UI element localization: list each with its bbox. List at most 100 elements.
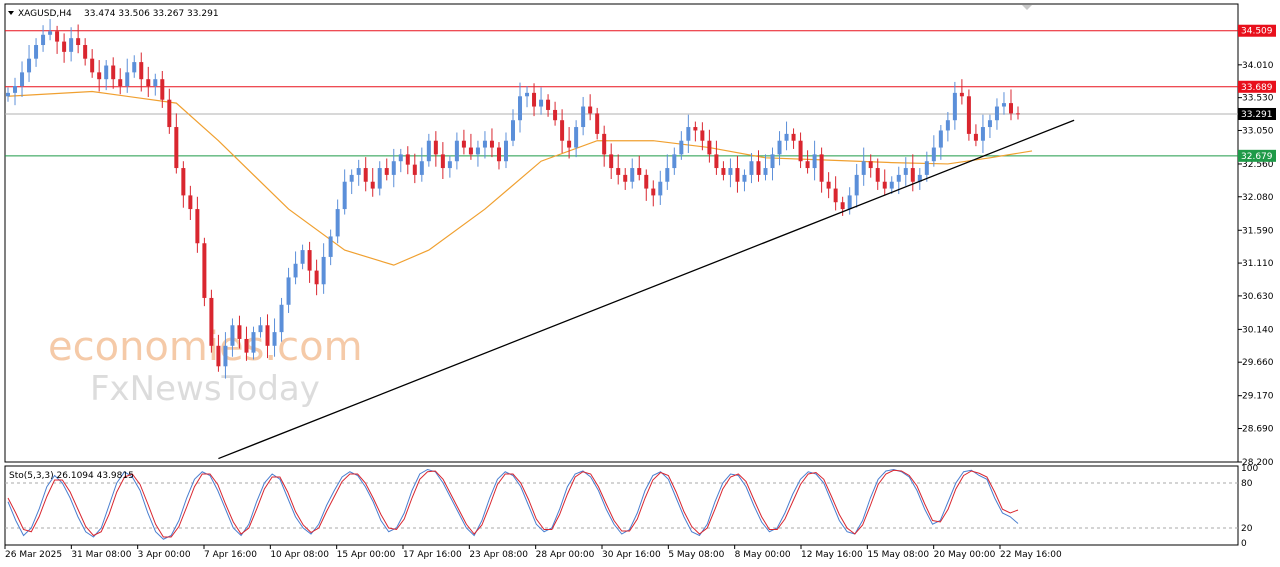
candle-body: [223, 345, 228, 367]
candle-body: [489, 140, 494, 148]
candle-body: [69, 38, 74, 52]
stochastic-label: Sto(5,3,3) 26.1094 43.9815: [9, 471, 134, 481]
candle-body: [251, 332, 256, 353]
candle-body: [433, 140, 438, 155]
price-level-label: 33.291: [1241, 110, 1273, 120]
stochastic-signal-line: [7, 469, 1019, 538]
candle-body: [475, 147, 480, 155]
price-tick-label: 29.660: [1242, 358, 1274, 368]
candle-body: [20, 72, 25, 87]
time-tick-label: 12 May 16:00: [801, 550, 863, 560]
price-tick-label: 34.010: [1242, 61, 1274, 71]
price-tick-label: 33.050: [1242, 126, 1274, 136]
time-tick-label: 8 May 00:00: [735, 550, 791, 560]
candle-body: [742, 174, 747, 182]
price-tick-label: 32.560: [1242, 160, 1274, 170]
candle-body: [300, 250, 305, 264]
moving-average: [7, 90, 1033, 266]
candle-body: [910, 168, 915, 182]
candle-body: [237, 325, 242, 339]
stochastic-tick-label: 0: [1241, 539, 1247, 549]
candle-body: [749, 161, 754, 175]
candle-body: [693, 127, 698, 131]
candle-body: [784, 133, 789, 141]
candle-body: [980, 127, 985, 141]
candle-body: [195, 209, 200, 244]
candle-body: [959, 92, 964, 97]
candle-body: [468, 147, 473, 155]
candle-body: [861, 161, 866, 175]
candle-body: [342, 181, 347, 210]
candle-body: [840, 202, 845, 210]
candle-body: [721, 168, 726, 175]
candle-body: [160, 79, 165, 100]
candle-body: [216, 345, 221, 367]
candle-body: [672, 154, 677, 169]
candle-body: [447, 161, 452, 169]
price-tick-label: 33.530: [1242, 94, 1274, 104]
time-tick-label: 28 Apr 00:00: [536, 550, 595, 560]
candle-body: [391, 161, 396, 175]
candle-body: [826, 181, 831, 189]
candle-body: [560, 120, 565, 141]
candle-body: [581, 106, 586, 128]
candle-body: [454, 140, 459, 162]
candle-body: [700, 130, 705, 141]
candle-body: [272, 332, 277, 346]
candle-body: [805, 161, 810, 169]
candle-body: [111, 65, 116, 80]
candle-body: [707, 140, 712, 155]
candle-body: [567, 140, 572, 148]
price-tick-label: 30.630: [1242, 292, 1274, 302]
price-tick-label: 28.690: [1242, 425, 1274, 435]
candle-body: [1016, 113, 1020, 115]
candle-body: [279, 304, 284, 333]
candle-body: [181, 168, 186, 196]
candle-body: [812, 154, 817, 169]
candle-body: [118, 79, 123, 87]
watermark-economies-logo: economies.com: [48, 324, 363, 370]
candle-body: [363, 168, 368, 182]
candle-body: [868, 161, 873, 169]
candle-body: [62, 41, 67, 52]
price-level-badge: [1238, 149, 1276, 162]
candle-body: [398, 154, 403, 162]
watermark-fxnewstoday-logo: FxNewsToday: [90, 369, 320, 409]
candle-body: [609, 154, 614, 169]
trendline-group: [218, 119, 1075, 460]
time-tick-label: 22 May 16:00: [1000, 550, 1062, 560]
time-axis: 26 Mar 2025 31 Mar 08:00 3 Apr 00:00 7 Apr …: [4, 545, 1062, 560]
time-tick-label: 26 Mar 2025: [5, 550, 62, 560]
time-tick-label: 20 May 00:00: [934, 550, 996, 560]
candle-body: [546, 99, 551, 110]
candle-body: [889, 181, 894, 189]
candle-body: [307, 250, 312, 271]
stochastic-indicator: Sto(5,3,3) 26.1094 43.9815 100 80 20 0: [5, 464, 1258, 549]
candle-body: [440, 154, 445, 169]
candle-body: [616, 168, 621, 175]
candle-body: [623, 174, 628, 182]
symbol-header: XAGUSD,H4: [18, 9, 72, 19]
main-plot-frame: [4, 3, 1239, 463]
candle-body: [938, 130, 943, 148]
price-tick-label: 31.110: [1242, 259, 1274, 269]
stochastic-tick-label: 20: [1241, 524, 1253, 534]
candle-body: [791, 133, 796, 141]
candle-body: [553, 109, 558, 121]
candle-body: [230, 325, 235, 346]
candle-body: [258, 325, 263, 333]
dropdown-triangle-icon[interactable]: [8, 11, 14, 15]
candle-body: [188, 195, 193, 210]
candle-body: [539, 99, 544, 107]
candle-body: [875, 168, 880, 182]
candle-body: [532, 92, 537, 107]
candle-body: [686, 127, 691, 141]
candle-body: [994, 106, 999, 121]
scroll-marker-icon[interactable]: [1022, 5, 1032, 10]
candle-body: [511, 120, 515, 141]
candle-body: [882, 181, 887, 189]
candle-body: [34, 45, 39, 59]
candle-body: [714, 154, 719, 169]
time-tick-label: 15 Apr 00:00: [337, 550, 396, 560]
